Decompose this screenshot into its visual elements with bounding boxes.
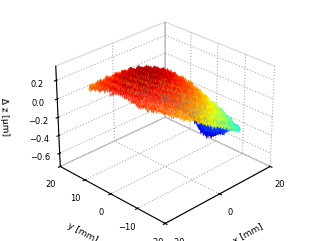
X-axis label: x [mm]: x [mm] xyxy=(231,221,264,241)
Y-axis label: y [mm]: y [mm] xyxy=(66,221,99,241)
